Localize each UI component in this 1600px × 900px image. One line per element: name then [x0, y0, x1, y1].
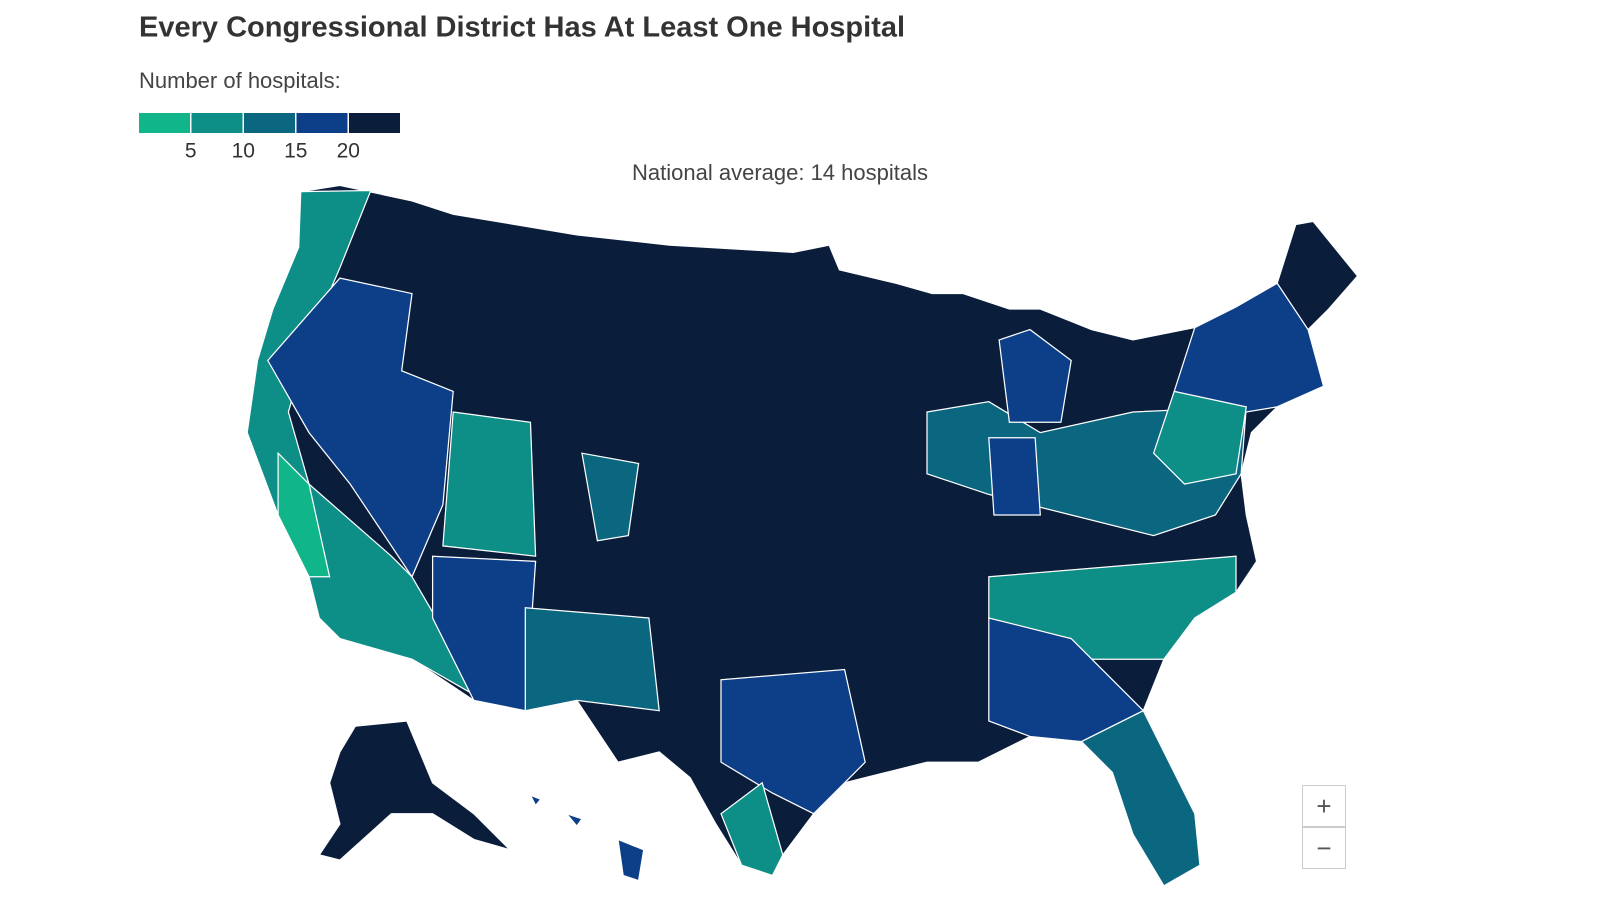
michigan — [998, 328, 1072, 423]
legend-tick-label: 5 — [185, 140, 197, 163]
legend-label: Number of hospitals: — [139, 68, 341, 93]
annotation: National average: 14 hospitals — [632, 160, 928, 185]
utah — [442, 411, 537, 557]
zoom-in-button[interactable]: + — [1302, 785, 1346, 827]
us-map — [246, 184, 1359, 887]
legend-swatch — [349, 113, 400, 133]
legend-swatch — [296, 113, 348, 133]
nv-or — [267, 277, 454, 579]
west-tx — [524, 607, 660, 712]
florida — [1080, 709, 1201, 887]
colorado — [581, 452, 640, 542]
alaska — [318, 720, 512, 861]
indiana — [988, 437, 1041, 516]
legend-tick-label: 10 — [232, 140, 255, 163]
new-mexico — [431, 555, 537, 712]
legend-swatch — [244, 113, 295, 133]
east-tx — [720, 668, 866, 815]
legend-tick-label: 15 — [284, 140, 307, 163]
zoom-out-button[interactable]: − — [1302, 827, 1346, 869]
hawaii — [529, 793, 645, 882]
legend-tick-label: 20 — [337, 140, 360, 163]
tx-coast — [720, 781, 784, 877]
legend-swatch — [191, 113, 243, 133]
mid-atlantic — [1152, 390, 1247, 485]
title: Every Congressional District Has At Leas… — [139, 12, 905, 44]
ca-inland — [277, 451, 331, 578]
legend-swatch — [139, 113, 190, 133]
legend: 5 10 15 20 — [139, 113, 400, 163]
